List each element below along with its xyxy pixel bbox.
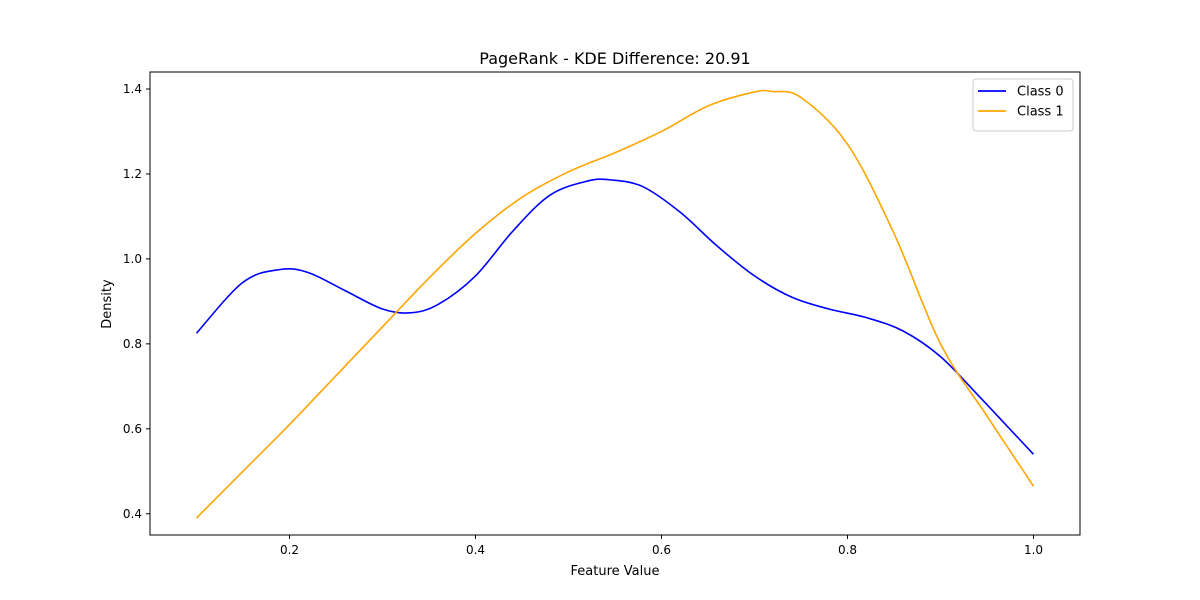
legend-label: Class 1 (1017, 105, 1064, 120)
x-tick-label: 0.4 (466, 543, 485, 557)
y-axis-label: Density (100, 279, 115, 329)
legend-box (972, 78, 1074, 132)
x-tick-label: 1.0 (1024, 543, 1043, 557)
chart-title: PageRank - KDE Difference: 20.91 (479, 49, 750, 68)
legend: Class 0 Class 1 (972, 78, 1074, 132)
series-line-class-0 (195, 178, 1035, 455)
y-tick-label: 1.2 (123, 167, 142, 181)
y-tick-label: 0.4 (123, 507, 142, 521)
x-axis-label: Feature Value (571, 564, 660, 579)
y-tick-label: 0.8 (123, 337, 142, 351)
y-tick-label: 0.6 (123, 422, 142, 436)
y-tick-label: 1.0 (123, 252, 142, 266)
x-tick-label: 0.8 (838, 543, 857, 557)
x-axis-ticks: 0.2 0.4 0.6 0.8 1.0 (280, 535, 1043, 557)
y-axis-ticks: 0.4 0.6 0.8 1.0 1.2 1.4 (123, 82, 150, 521)
series-line-class-1 (195, 89, 1035, 519)
x-tick-label: 0.6 (652, 543, 671, 557)
x-tick-label: 0.2 (280, 543, 299, 557)
plot-layer (195, 89, 1035, 519)
legend-label: Class 0 (1017, 85, 1064, 100)
plot-frame (149, 71, 1081, 536)
y-tick-label: 1.4 (123, 82, 142, 96)
